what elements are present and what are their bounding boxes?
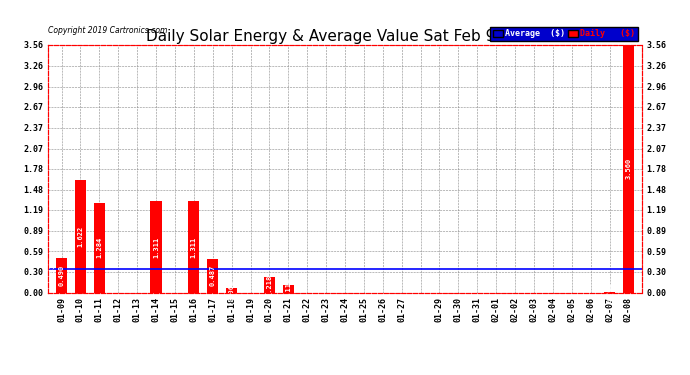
Legend: Average  ($), Daily   ($): Average ($), Daily ($) <box>490 27 638 41</box>
Text: 3.560: 3.560 <box>625 158 631 179</box>
Bar <box>188 201 199 292</box>
Bar <box>623 45 634 292</box>
Text: 0.218: 0.218 <box>266 274 273 296</box>
Text: Copyright 2019 Cartronics.com: Copyright 2019 Cartronics.com <box>48 26 168 35</box>
Text: 1.284: 1.284 <box>97 237 102 258</box>
Bar <box>94 203 105 292</box>
Bar <box>75 180 86 292</box>
Text: 0.338: 0.338 <box>49 258 55 280</box>
Text: 1.311: 1.311 <box>153 236 159 258</box>
Bar <box>264 278 275 292</box>
Text: 1.311: 1.311 <box>191 236 197 258</box>
Text: 0.065: 0.065 <box>228 280 235 301</box>
Bar <box>150 201 161 292</box>
Bar <box>56 258 67 292</box>
Text: 0.114: 0.114 <box>285 278 291 299</box>
Text: 0.490: 0.490 <box>59 265 65 286</box>
Bar <box>207 259 218 292</box>
Text: 0.487: 0.487 <box>210 265 216 286</box>
Text: 1.622: 1.622 <box>77 225 83 247</box>
Bar <box>226 288 237 292</box>
Text: 0.012: 0.012 <box>607 282 613 303</box>
Bar <box>283 285 294 292</box>
Title: Daily Solar Energy & Average Value Sat Feb 9 17:10: Daily Solar Energy & Average Value Sat F… <box>146 29 544 44</box>
